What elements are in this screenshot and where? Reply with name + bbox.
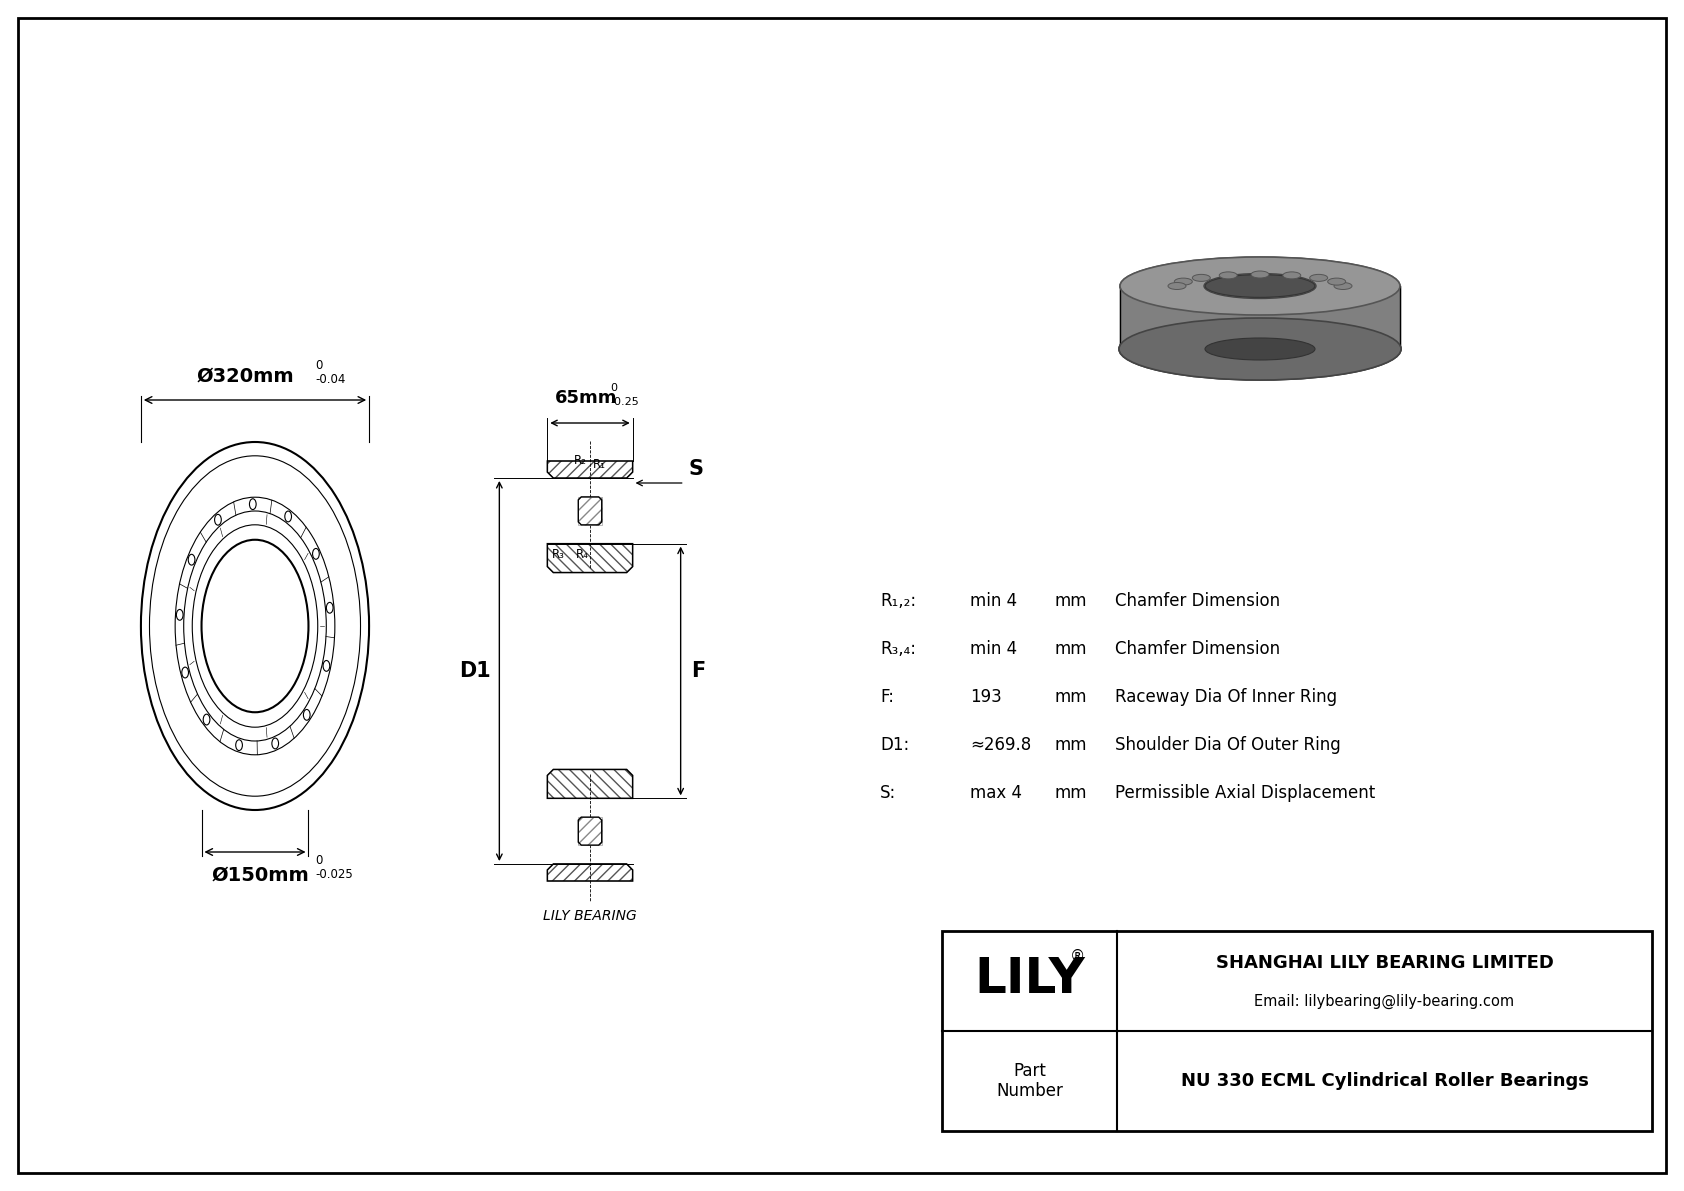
- Polygon shape: [547, 863, 633, 881]
- Ellipse shape: [1118, 318, 1401, 380]
- Text: Ø320mm: Ø320mm: [197, 367, 293, 386]
- Text: mm: mm: [1054, 592, 1088, 610]
- Ellipse shape: [1327, 279, 1346, 285]
- Ellipse shape: [1120, 257, 1399, 314]
- Text: R₁: R₁: [593, 459, 606, 472]
- Text: mm: mm: [1054, 784, 1088, 802]
- Text: 193: 193: [970, 688, 1002, 706]
- Ellipse shape: [1251, 272, 1270, 278]
- Polygon shape: [547, 769, 633, 798]
- Text: D1:: D1:: [881, 736, 909, 754]
- Ellipse shape: [1169, 282, 1186, 289]
- Text: mm: mm: [1054, 640, 1088, 657]
- Polygon shape: [1120, 286, 1399, 349]
- Text: R₂: R₂: [574, 454, 588, 467]
- Text: D1: D1: [460, 661, 492, 681]
- Ellipse shape: [1334, 282, 1352, 289]
- Ellipse shape: [1192, 274, 1211, 281]
- Ellipse shape: [1120, 319, 1399, 379]
- Ellipse shape: [1206, 338, 1315, 360]
- Text: ≈269.8: ≈269.8: [970, 736, 1031, 754]
- Bar: [578, 817, 601, 846]
- Text: SHANGHAI LILY BEARING LIMITED: SHANGHAI LILY BEARING LIMITED: [1216, 954, 1553, 972]
- Text: min 4: min 4: [970, 640, 1017, 657]
- Text: R₄: R₄: [576, 548, 589, 561]
- Text: -0.04: -0.04: [315, 373, 345, 386]
- Text: -0.25: -0.25: [610, 397, 638, 407]
- Polygon shape: [547, 461, 633, 478]
- Text: Chamfer Dimension: Chamfer Dimension: [1115, 640, 1280, 657]
- Text: R₁,₂:: R₁,₂:: [881, 592, 916, 610]
- Text: R₃: R₃: [552, 548, 566, 561]
- Text: ®: ®: [1069, 948, 1084, 964]
- Text: 0: 0: [315, 358, 322, 372]
- Text: Part
Number: Part Number: [995, 1061, 1063, 1100]
- Text: mm: mm: [1054, 688, 1088, 706]
- Text: Shoulder Dia Of Outer Ring: Shoulder Dia Of Outer Ring: [1115, 736, 1340, 754]
- Text: F:: F:: [881, 688, 894, 706]
- Text: S:: S:: [881, 784, 896, 802]
- Text: max 4: max 4: [970, 784, 1022, 802]
- Text: mm: mm: [1054, 736, 1088, 754]
- Ellipse shape: [1283, 272, 1300, 279]
- Text: 65mm: 65mm: [554, 389, 618, 407]
- Ellipse shape: [1206, 274, 1315, 298]
- Text: NU 330 ECML Cylindrical Roller Bearings: NU 330 ECML Cylindrical Roller Bearings: [1180, 1072, 1588, 1090]
- Ellipse shape: [1310, 274, 1327, 281]
- Text: R₃,₄:: R₃,₄:: [881, 640, 916, 657]
- Ellipse shape: [1118, 318, 1401, 380]
- Text: F: F: [690, 661, 706, 681]
- Bar: [941, 931, 1652, 1131]
- Text: Email: lilybearing@lily-bearing.com: Email: lilybearing@lily-bearing.com: [1255, 993, 1514, 1009]
- Text: min 4: min 4: [970, 592, 1017, 610]
- Text: Chamfer Dimension: Chamfer Dimension: [1115, 592, 1280, 610]
- Bar: [578, 497, 601, 525]
- Text: LILY: LILY: [973, 955, 1084, 1003]
- Text: -0.025: -0.025: [315, 868, 352, 881]
- Text: S: S: [689, 459, 704, 479]
- Text: 0: 0: [610, 384, 616, 393]
- Ellipse shape: [1120, 257, 1399, 314]
- Text: 0: 0: [315, 854, 322, 867]
- Text: LILY BEARING: LILY BEARING: [544, 909, 637, 923]
- Ellipse shape: [1219, 272, 1238, 279]
- Ellipse shape: [1174, 279, 1192, 285]
- Text: Permissible Axial Displacement: Permissible Axial Displacement: [1115, 784, 1376, 802]
- Text: Ø150mm: Ø150mm: [210, 866, 308, 885]
- Text: Raceway Dia Of Inner Ring: Raceway Dia Of Inner Ring: [1115, 688, 1337, 706]
- Polygon shape: [547, 543, 633, 573]
